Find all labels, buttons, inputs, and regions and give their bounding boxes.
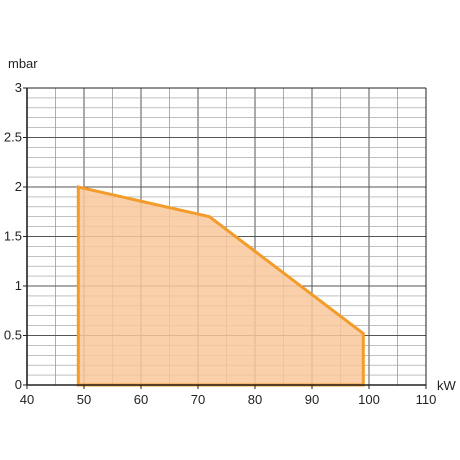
- x-tick-label: 80: [248, 392, 262, 407]
- x-tick-label: 100: [358, 392, 380, 407]
- y-tick-label: 2.5: [4, 130, 22, 145]
- y-tick-label: 3: [15, 80, 22, 95]
- y-tick-label: 0: [15, 377, 22, 392]
- x-tick-label: 60: [134, 392, 148, 407]
- axes: [23, 87, 427, 389]
- y-axis-title: mbar: [8, 56, 38, 71]
- x-tick-label: 50: [77, 392, 91, 407]
- tick-labels: 0 0.5 1 1.5 2 2.5 3 40 50 60 70 80 90 100 110: [4, 80, 436, 407]
- y-tick-label: 0.5: [4, 328, 22, 343]
- x-tick-label: 110: [416, 392, 437, 407]
- x-tick-label: 40: [20, 392, 34, 407]
- y-tick-label: 2: [15, 179, 22, 194]
- area-fill-series-0: [78, 187, 364, 385]
- x-tick-label: 90: [305, 392, 319, 407]
- x-axis-title: kW: [437, 378, 457, 393]
- x-tick-label: 70: [191, 392, 205, 407]
- y-tick-label: 1: [15, 278, 22, 293]
- y-tick-label: 1.5: [4, 229, 22, 244]
